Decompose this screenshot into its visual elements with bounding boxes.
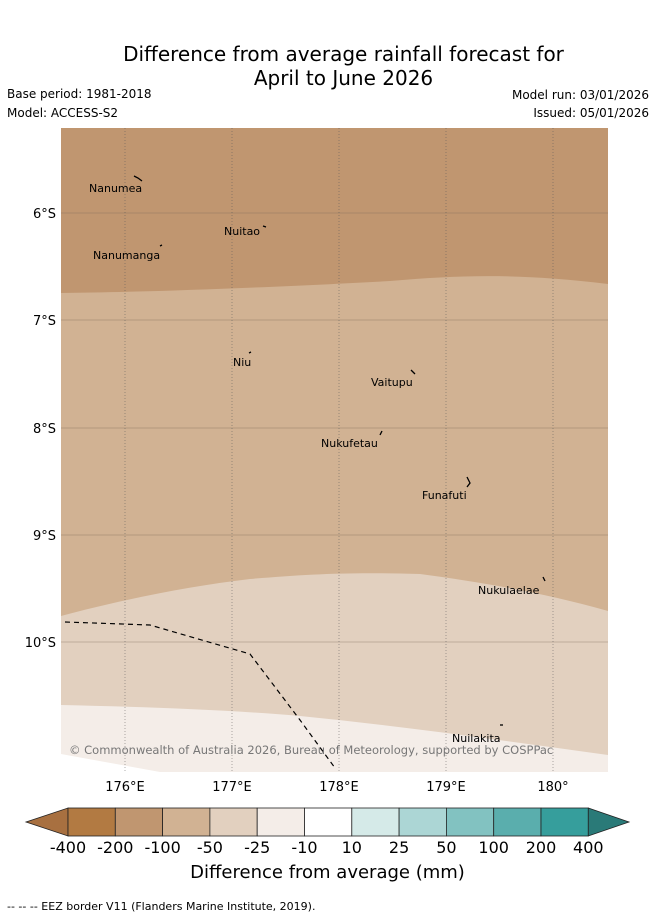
- colorbar-tick-label: 400: [573, 838, 604, 857]
- colorbar-tick-label: 25: [388, 838, 410, 857]
- colorbar-tick-label: -200: [97, 838, 134, 857]
- colorbar-swatch: [209, 807, 258, 837]
- colorbar-tick-label: 200: [525, 838, 557, 857]
- band-minus25-minus10: [61, 705, 608, 772]
- island-funafuti-shape: [466, 476, 471, 488]
- place-label-nuitao: Nuitao: [224, 225, 260, 238]
- lon-label-179e: 179°E: [426, 780, 466, 795]
- colorbar-title: Difference from average (mm): [190, 862, 465, 883]
- colorbar-swatch: [114, 807, 164, 837]
- colorbar-swatch: [162, 807, 211, 837]
- island-nanumanga-shape: [159, 244, 163, 247]
- island-niu-shape: [248, 351, 252, 354]
- island-nanumea-shape: [133, 175, 143, 182]
- colorbar-tick-label: -100: [144, 838, 181, 857]
- colorbar-tick-label: 10: [341, 838, 362, 857]
- lon-gridlines: [124, 128, 554, 772]
- island-nukulaelae-shape: [542, 576, 546, 582]
- island-nuitao-shape: [262, 225, 267, 228]
- colorbar-swatch: [445, 807, 495, 837]
- colorbar-tick-label: 100: [478, 838, 509, 857]
- colorbar-extend-low: [24, 807, 69, 837]
- lat-label-7s: 7°S: [33, 314, 56, 329]
- place-label-vaitupu: Vaitupu: [371, 376, 413, 389]
- copyright-notice: © Commonwealth of Australia 2026, Bureau…: [69, 743, 553, 757]
- lon-label-180: 180°: [537, 780, 568, 795]
- issued-date: Issued: 05/01/2026: [533, 106, 649, 120]
- eez-legend: -- -- -- EEZ border V11 (Flanders Marine…: [7, 900, 316, 913]
- model-run: Model run: 03/01/2026: [511, 88, 649, 102]
- colorbar-tick-label: -10: [291, 838, 318, 857]
- lat-label-9s: 9°S: [33, 529, 56, 544]
- island-nukufetau-shape: [379, 430, 383, 436]
- colorbar-extend-high: [587, 807, 631, 837]
- colorbar-swatch: [493, 807, 542, 837]
- place-label-niu: Niu: [233, 356, 251, 369]
- place-label-nuilakita: Nuilakita: [452, 732, 501, 745]
- lon-label-178e: 178°E: [319, 780, 359, 795]
- island-markers: [133, 175, 546, 726]
- colorbar-tick-label: -25: [244, 838, 271, 857]
- colorbar-swatch: [256, 807, 305, 837]
- place-label-nanumanga: Nanumanga: [93, 249, 160, 262]
- map-title-line1: Difference from average rainfall forecas…: [123, 42, 564, 66]
- map-panel: Nanumea Nuitao Nanumanga Niu Vaitupu Nuk…: [61, 128, 608, 772]
- colorbar-swatch: [304, 807, 353, 837]
- place-label-nukulaelae: Nukulaelae: [478, 584, 540, 597]
- colorbar-swatch: [351, 807, 400, 837]
- colorbar-tick-label: -50: [196, 838, 223, 857]
- colorbar-swatch: [67, 807, 116, 837]
- island-vaitupu-shape: [410, 369, 416, 375]
- colorbar-swatch: [398, 807, 447, 837]
- lat-gridlines: [61, 212, 608, 643]
- lon-label-177e: 177°E: [212, 780, 252, 795]
- colorbar: [24, 807, 631, 837]
- map-title-line2: April to June 2026: [253, 66, 434, 90]
- base-period: Base period: 1981-2018: [7, 87, 152, 101]
- place-label-nukufetau: Nukufetau: [321, 437, 378, 450]
- place-label-funafuti: Funafuti: [422, 489, 467, 502]
- colorbar-tick-label: 50: [436, 838, 457, 857]
- lon-label-176e: 176°E: [105, 780, 145, 795]
- place-label-nanumea: Nanumea: [89, 182, 142, 195]
- lat-label-10s: 10°S: [25, 636, 56, 651]
- colorbar-tick-label: -400: [49, 838, 87, 857]
- model-name: Model: ACCESS-S2: [7, 106, 119, 120]
- lat-label-6s: 6°S: [33, 207, 56, 222]
- eez-border-line: [64, 621, 336, 769]
- colorbar-swatch: [540, 807, 589, 837]
- lat-label-8s: 8°S: [33, 422, 56, 437]
- band-minus25-minus10-corner: [61, 754, 160, 772]
